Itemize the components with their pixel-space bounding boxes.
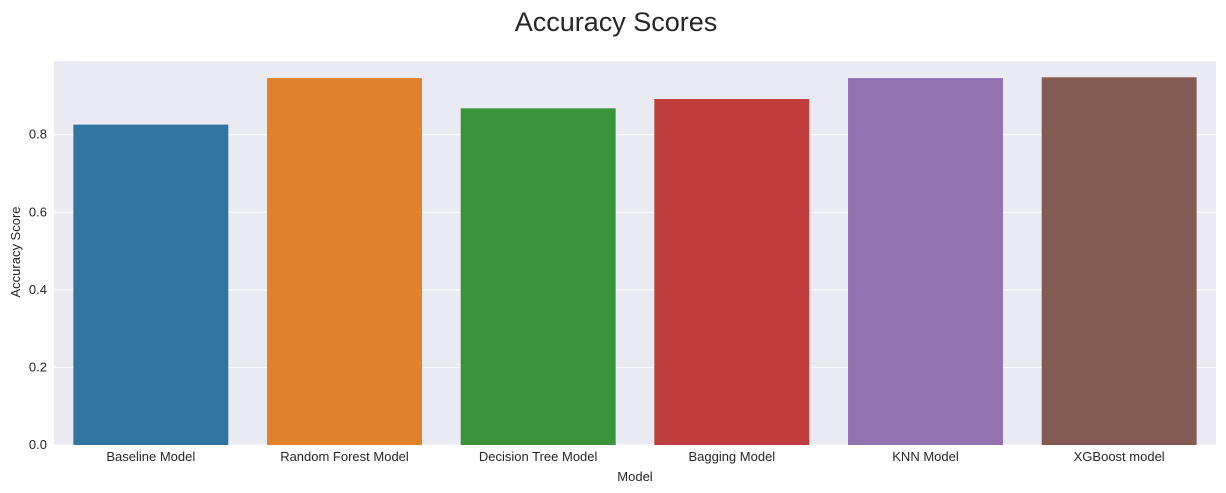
bar-random-forest-model: [267, 78, 422, 446]
y-tick-label: 0.2: [29, 359, 47, 374]
x-tick-label: Decision Tree Model: [479, 449, 598, 464]
x-tick-label: Random Forest Model: [280, 449, 409, 464]
bar-baseline-model: [73, 124, 229, 445]
grid-lines: [54, 134, 1216, 446]
x-axis-label: Model: [617, 469, 653, 484]
y-tick-label: 0.8: [29, 127, 47, 142]
x-axis-ticks: Baseline Model Random Forest Model Decisio…: [106, 449, 1164, 464]
x-tick-label: Baseline Model: [106, 449, 195, 464]
chart-title: Accuracy Scores: [515, 7, 718, 37]
y-tick-label: 0.0: [29, 437, 47, 452]
bar-bagging-model: [654, 99, 810, 446]
bar-knn-model: [848, 78, 1003, 446]
plot-area: [54, 61, 1216, 445]
y-tick-label: 0.6: [29, 204, 47, 219]
x-tick-label: KNN Model: [892, 449, 959, 464]
bar-xgboost-model: [1041, 77, 1197, 446]
y-axis-ticks: 0.0 0.2 0.4 0.6 0.8: [29, 127, 47, 452]
y-axis-label: Accuracy Score: [8, 206, 23, 297]
bars: [73, 77, 1197, 446]
y-tick-label: 0.4: [29, 282, 47, 297]
bar-decision-tree-model: [460, 108, 616, 445]
x-tick-label: Bagging Model: [688, 449, 775, 464]
x-tick-label: XGBoost model: [1074, 449, 1165, 464]
